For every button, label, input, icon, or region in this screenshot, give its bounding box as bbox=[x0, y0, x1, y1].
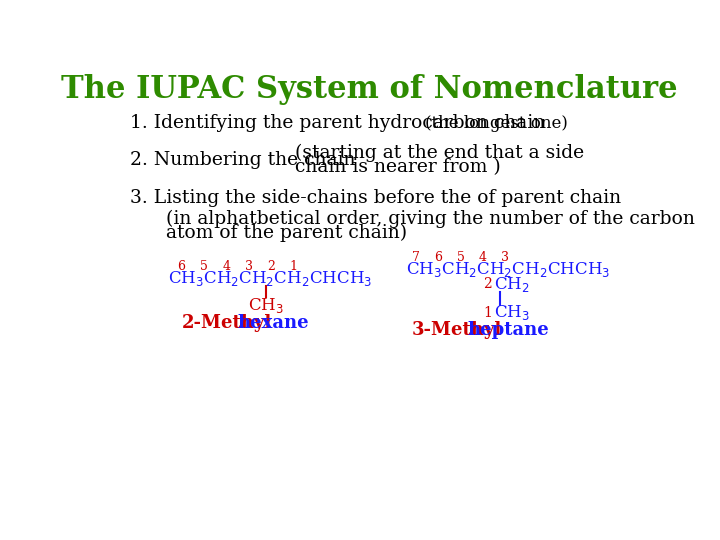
Text: atom of the parent chain): atom of the parent chain) bbox=[166, 224, 407, 242]
Text: 4: 4 bbox=[222, 260, 230, 273]
Text: 3-Methyl: 3-Methyl bbox=[412, 321, 502, 339]
Text: (starting at the end that a side: (starting at the end that a side bbox=[295, 144, 585, 163]
Text: CH$_3$CH$_2$CH$_2$CH$_2$CHCH$_3$: CH$_3$CH$_2$CH$_2$CH$_2$CHCH$_3$ bbox=[168, 269, 372, 288]
Text: 7: 7 bbox=[412, 251, 420, 264]
Text: 1. Identifying the parent hydrocarbon chain: 1. Identifying the parent hydrocarbon ch… bbox=[130, 114, 546, 132]
Text: 2: 2 bbox=[267, 260, 275, 273]
Text: (the longest one): (the longest one) bbox=[425, 115, 567, 132]
Text: 5: 5 bbox=[200, 260, 208, 273]
Text: 6: 6 bbox=[434, 251, 442, 264]
Text: 2-Methyl: 2-Methyl bbox=[181, 314, 271, 332]
Text: 2: 2 bbox=[483, 277, 492, 291]
Text: 6: 6 bbox=[177, 260, 186, 273]
Text: heptane: heptane bbox=[467, 321, 549, 339]
Text: 2. Numbering the chain: 2. Numbering the chain bbox=[130, 151, 356, 169]
Text: 1: 1 bbox=[483, 306, 492, 320]
Text: 3. Listing the side-chains before the of parent chain: 3. Listing the side-chains before the of… bbox=[130, 189, 621, 207]
Text: 3: 3 bbox=[245, 260, 253, 273]
Text: CH$_2$: CH$_2$ bbox=[494, 275, 529, 294]
Text: CH$_3$: CH$_3$ bbox=[248, 295, 284, 314]
Text: (in alphatbetical order, giving the number of the carbon: (in alphatbetical order, giving the numb… bbox=[166, 210, 695, 228]
Text: hexane: hexane bbox=[238, 314, 309, 332]
Text: CH$_3$: CH$_3$ bbox=[494, 303, 530, 322]
Text: 3: 3 bbox=[501, 251, 510, 264]
Text: CH$_3$CH$_2$CH$_2$CH$_2$CHCH$_3$: CH$_3$CH$_2$CH$_2$CH$_2$CHCH$_3$ bbox=[406, 260, 611, 279]
Text: 1: 1 bbox=[290, 260, 298, 273]
Text: chain is nearer from ): chain is nearer from ) bbox=[295, 158, 501, 176]
Text: 4: 4 bbox=[479, 251, 487, 264]
Text: 5: 5 bbox=[456, 251, 464, 264]
Text: The IUPAC System of Nomenclature: The IUPAC System of Nomenclature bbox=[60, 74, 678, 105]
